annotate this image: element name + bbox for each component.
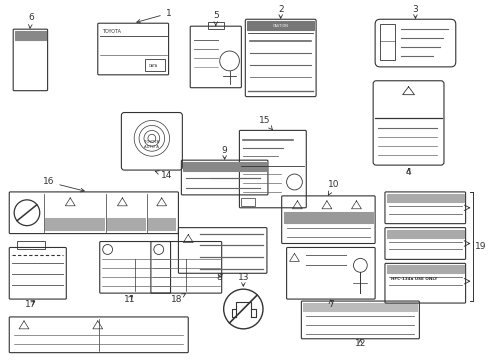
Bar xyxy=(208,22,223,29)
Text: CAUTION: CAUTION xyxy=(273,24,289,28)
Bar xyxy=(380,24,395,60)
Text: HFC-134a USE ONLY: HFC-134a USE ONLY xyxy=(391,277,437,281)
Bar xyxy=(242,198,255,206)
Text: 4: 4 xyxy=(406,167,412,176)
Text: DATA: DATA xyxy=(149,64,158,68)
Text: 3: 3 xyxy=(413,5,418,18)
Bar xyxy=(17,240,45,249)
Text: 10: 10 xyxy=(328,180,340,195)
Bar xyxy=(107,218,145,230)
Bar xyxy=(247,21,314,30)
Bar xyxy=(45,218,104,230)
Bar xyxy=(183,162,266,171)
Bar xyxy=(145,59,165,71)
Text: TOYOTA: TOYOTA xyxy=(102,29,121,33)
Text: 18: 18 xyxy=(171,294,186,303)
Bar xyxy=(387,265,464,273)
Text: 13: 13 xyxy=(238,273,249,286)
Text: 5: 5 xyxy=(213,11,219,26)
Text: 8: 8 xyxy=(217,273,222,282)
Text: 6: 6 xyxy=(28,13,34,28)
Bar xyxy=(289,273,373,285)
Text: 17: 17 xyxy=(25,300,37,309)
Bar xyxy=(387,194,464,202)
Text: 1: 1 xyxy=(137,9,172,23)
Text: TOYOTA: TOYOTA xyxy=(144,140,159,144)
Bar xyxy=(387,230,464,238)
Bar xyxy=(148,218,175,230)
Bar xyxy=(303,303,417,311)
Text: 2: 2 xyxy=(278,5,284,18)
Bar xyxy=(284,212,373,223)
Text: 7: 7 xyxy=(328,300,334,309)
Text: AUTO A: AUTO A xyxy=(145,145,159,149)
Text: 9: 9 xyxy=(222,146,227,159)
Text: 19: 19 xyxy=(475,242,487,251)
Text: 12: 12 xyxy=(355,339,366,348)
Text: 15: 15 xyxy=(259,116,272,130)
Bar xyxy=(15,31,46,40)
Text: 11: 11 xyxy=(123,294,135,303)
Text: 14: 14 xyxy=(155,171,172,180)
Text: 16: 16 xyxy=(43,177,84,192)
